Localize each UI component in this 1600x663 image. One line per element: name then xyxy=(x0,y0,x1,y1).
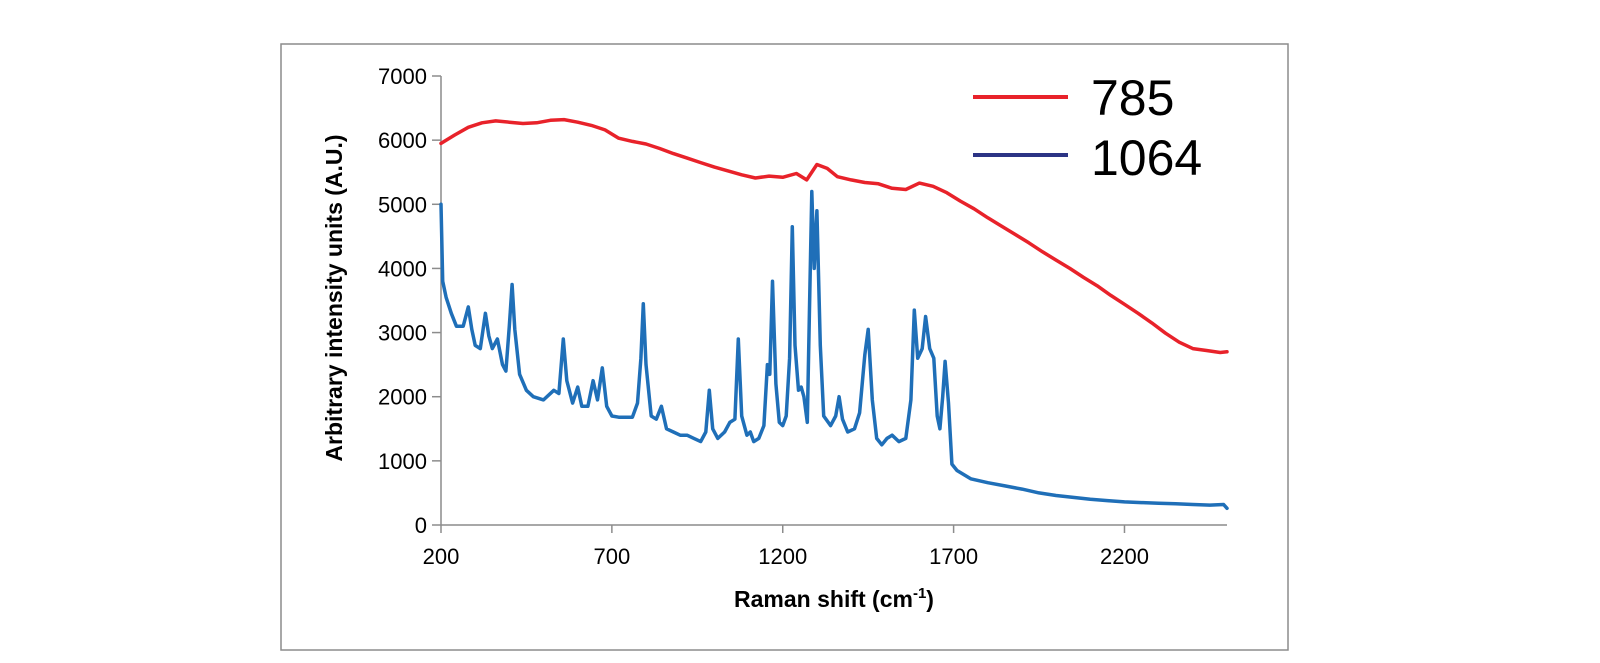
x-axis-title: Raman shift (cm-1) xyxy=(734,585,934,612)
y-tick-label: 4000 xyxy=(378,256,427,281)
y-tick-label: 3000 xyxy=(378,321,427,346)
axes: 0 1000 2000 3000 4000 5000 6000 7000 200 700 1200 1… xyxy=(378,64,1227,569)
x-tick-label: 1700 xyxy=(929,544,978,569)
x-tick-label: 2200 xyxy=(1100,544,1149,569)
y-axis-title: Arbitrary intensity units (A.U.) xyxy=(321,134,347,461)
series-line-1064 xyxy=(439,189,1229,511)
x-tick-label: 700 xyxy=(594,544,631,569)
x-tick-label: 200 xyxy=(423,544,460,569)
y-tick-label: 6000 xyxy=(378,128,427,153)
y-tick-label: 7000 xyxy=(378,64,427,89)
legend-label-785: 785 xyxy=(1091,70,1174,126)
series-layer xyxy=(439,117,1229,511)
y-tick-label: 0 xyxy=(415,513,427,538)
y-tick-label: 1000 xyxy=(378,449,427,474)
legend-label-1064: 1064 xyxy=(1091,130,1202,186)
x-tick-label: 1200 xyxy=(758,544,807,569)
chart-frame xyxy=(280,43,1289,651)
y-tick-label: 2000 xyxy=(378,385,427,410)
series-line-785 xyxy=(439,117,1229,355)
y-tick-label: 5000 xyxy=(378,192,427,217)
legend: 785 1064 xyxy=(973,70,1202,186)
